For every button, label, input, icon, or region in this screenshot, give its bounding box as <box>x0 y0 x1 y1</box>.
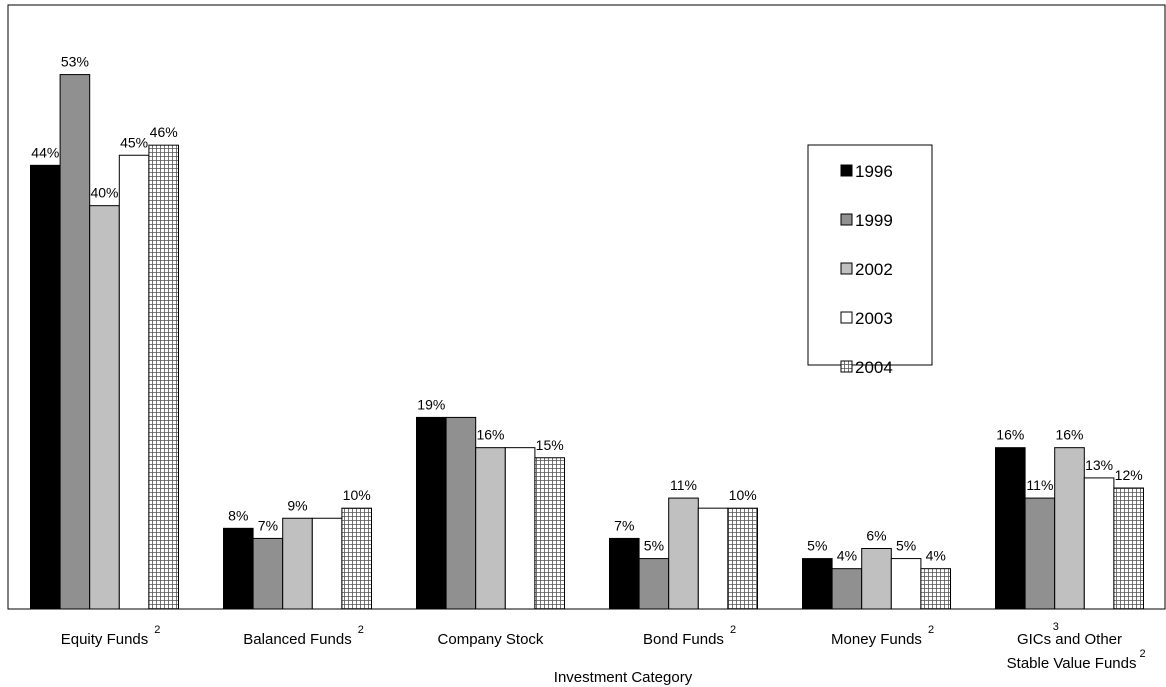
legend-swatch <box>840 213 853 226</box>
footnote-mark: 3 <box>1053 621 1059 633</box>
legend-swatch <box>840 164 853 177</box>
plot-frame <box>7 4 1166 610</box>
footnote-mark: 2 <box>358 624 364 636</box>
bar <box>59 74 91 610</box>
bar <box>727 507 759 610</box>
value-label: 7% <box>614 517 634 533</box>
value-label: 16% <box>1055 427 1083 443</box>
x-tick-label: Balanced Funds <box>243 631 351 648</box>
bar <box>504 447 536 610</box>
value-label: 5% <box>807 538 827 554</box>
bar <box>668 497 699 610</box>
value-label: 4% <box>837 548 857 564</box>
bar <box>534 457 566 610</box>
bar <box>1083 477 1115 610</box>
bar <box>475 447 506 610</box>
x-tick-label-line: Stable Value Funds <box>1003 655 1137 672</box>
value-label: 6% <box>866 528 886 544</box>
bar <box>148 144 179 610</box>
bar <box>920 568 952 610</box>
value-label: 53% <box>61 54 89 70</box>
legend-label: 1999 <box>855 211 893 230</box>
bar <box>89 205 120 610</box>
value-label: 7% <box>258 517 278 533</box>
footnote-mark: 2 <box>154 624 160 636</box>
legend-swatch <box>840 262 853 275</box>
value-label: 16% <box>996 427 1024 443</box>
bar <box>223 527 254 610</box>
x-tick-label: Company Stock <box>438 631 544 648</box>
bar <box>890 558 922 610</box>
footnote-mark: 2 <box>730 624 736 636</box>
x-tick-label: GICs and Other Stable Value Funds <box>1003 631 1137 672</box>
bar <box>1054 447 1085 610</box>
bar <box>638 558 670 610</box>
legend-label: 2004 <box>855 358 893 377</box>
legend-box <box>807 144 933 366</box>
value-label: 10% <box>729 487 757 503</box>
bar <box>416 416 447 610</box>
bar <box>697 507 729 610</box>
bar <box>831 568 863 610</box>
value-label: 13% <box>1085 457 1113 473</box>
bar <box>118 154 150 610</box>
bar <box>445 416 477 610</box>
x-tick-label-line: GICs and Other <box>1017 631 1122 648</box>
value-label: 11% <box>670 477 697 493</box>
bar <box>995 447 1026 610</box>
bar <box>252 537 284 610</box>
bar <box>282 517 313 610</box>
value-label: 11% <box>1026 477 1053 493</box>
value-label: 10% <box>343 487 371 503</box>
value-label: 15% <box>536 437 564 453</box>
bar <box>609 537 640 610</box>
value-label: 46% <box>150 124 178 140</box>
value-label: 45% <box>120 134 148 150</box>
value-label: 44% <box>31 144 59 160</box>
value-label: 5% <box>896 538 916 554</box>
value-label: 16% <box>476 427 504 443</box>
legend-label: 1996 <box>855 162 893 181</box>
value-label: 4% <box>926 548 946 564</box>
bar <box>30 164 61 610</box>
value-label: 9% <box>287 497 307 513</box>
legend-swatch <box>840 360 853 373</box>
value-label: 12% <box>1115 467 1143 483</box>
legend-label: 2003 <box>855 309 893 328</box>
bar <box>1113 487 1145 610</box>
x-tick-label: Equity Funds <box>61 631 149 648</box>
legend-label: 2002 <box>855 260 893 279</box>
x-tick-label: Money Funds <box>831 631 922 648</box>
bar <box>311 517 343 610</box>
bar <box>802 558 833 610</box>
bar <box>1024 497 1056 610</box>
footnote-mark: 2 <box>928 624 934 636</box>
bar <box>861 548 892 610</box>
value-label: 8% <box>228 507 248 523</box>
legend-swatch <box>840 311 853 324</box>
x-tick-label: Bond Funds <box>643 631 724 648</box>
x-axis-label: Investment Category <box>554 669 693 686</box>
value-label: 19% <box>417 396 445 412</box>
value-label: 5% <box>644 538 664 554</box>
bar <box>341 507 372 610</box>
footnote-mark: 2 <box>1139 648 1145 660</box>
value-label: 40% <box>90 185 118 201</box>
